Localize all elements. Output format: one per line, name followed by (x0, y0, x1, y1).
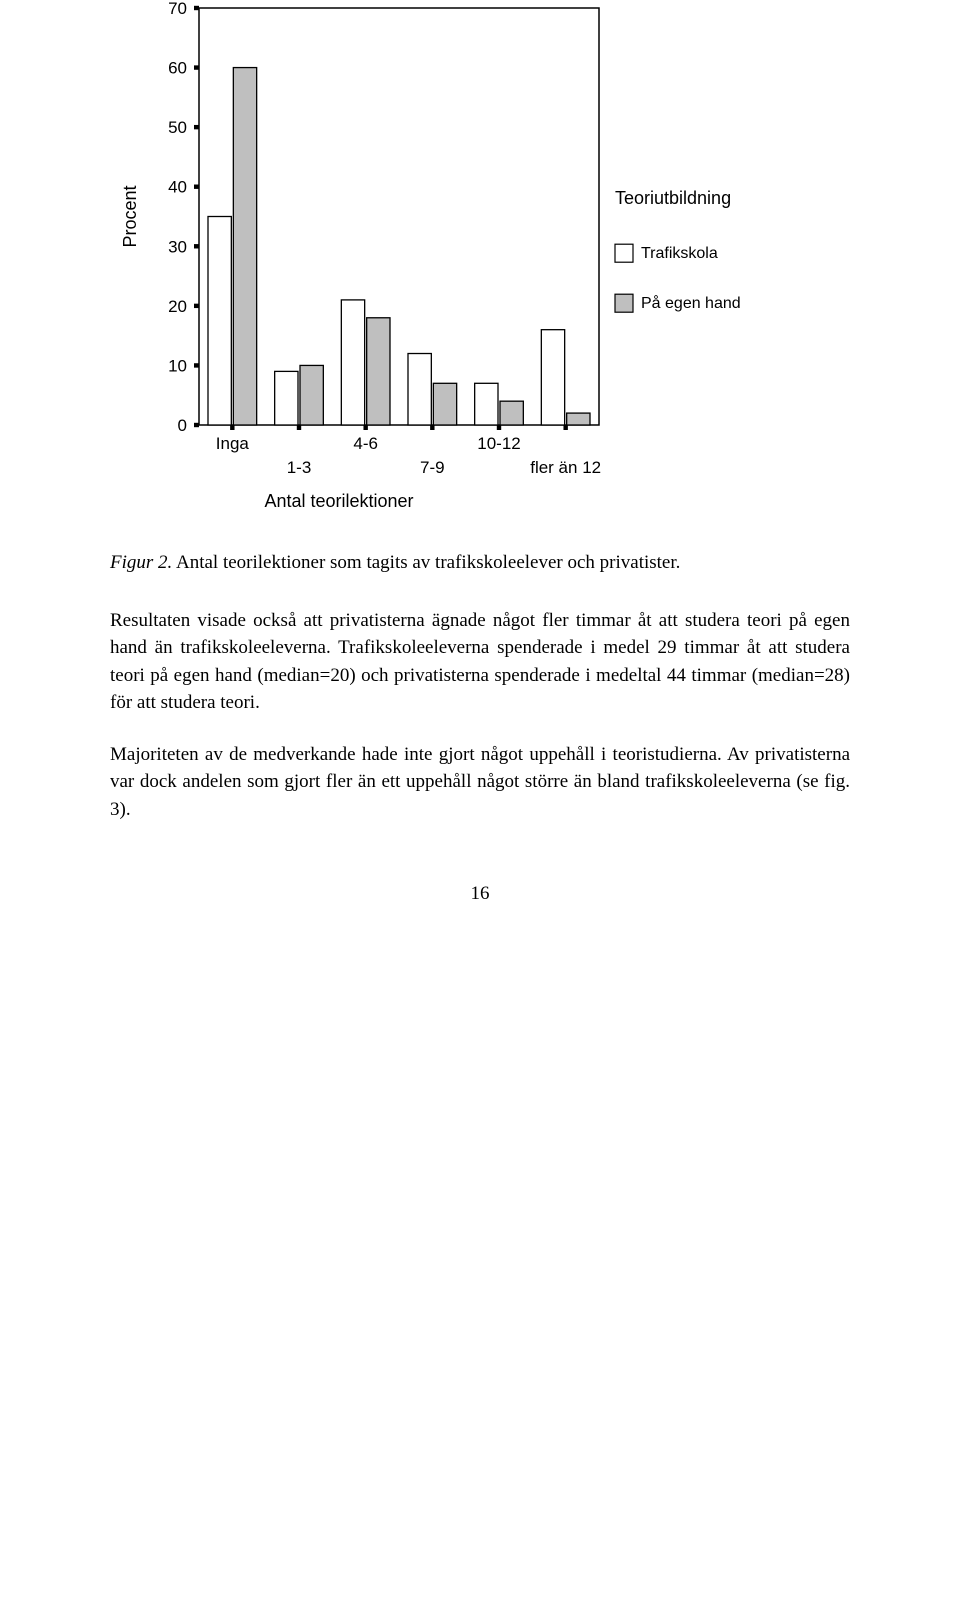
page-number: 16 (110, 883, 850, 905)
svg-text:0: 0 (178, 416, 187, 435)
svg-text:Antal teorilektioner: Antal teorilektioner (264, 491, 413, 511)
svg-text:4-6: 4-6 (353, 434, 378, 453)
svg-text:På egen hand: På egen hand (641, 294, 741, 312)
body-paragraph-1: Resultaten visade också att privatistern… (110, 607, 850, 717)
chart-container: 0 10 20 30 40 50 60 70 Procent Inga 4-6 10-12 1-3 7-9… (114, 0, 794, 520)
svg-text:20: 20 (168, 297, 187, 316)
svg-text:10: 10 (168, 356, 187, 375)
svg-text:60: 60 (168, 59, 187, 78)
figure-caption-text: Antal teorilektioner som tagits av trafi… (172, 552, 680, 573)
svg-text:Trafikskola: Trafikskola (641, 245, 718, 262)
svg-text:fler än 12: fler än 12 (530, 458, 601, 477)
figure-caption: Figur 2. Antal teorilektioner som tagits… (110, 550, 850, 577)
svg-text:50: 50 (168, 118, 187, 137)
svg-text:Procent: Procent (120, 185, 140, 247)
svg-text:7-9: 7-9 (420, 458, 445, 477)
svg-text:10-12: 10-12 (477, 434, 520, 453)
bar-chart: 0 10 20 30 40 50 60 70 Procent Inga 4-6 10-12 1-3 7-9… (114, 0, 794, 520)
svg-text:Teoriutbildning: Teoriutbildning (615, 188, 731, 208)
svg-text:40: 40 (168, 178, 187, 197)
svg-text:Inga: Inga (216, 434, 250, 453)
svg-text:30: 30 (168, 237, 187, 256)
svg-text:70: 70 (168, 0, 187, 18)
svg-text:1-3: 1-3 (287, 458, 312, 477)
figure-label: Figur 2. (110, 552, 172, 573)
body-paragraph-2: Majoriteten av de medverkande hade inte … (110, 741, 850, 824)
